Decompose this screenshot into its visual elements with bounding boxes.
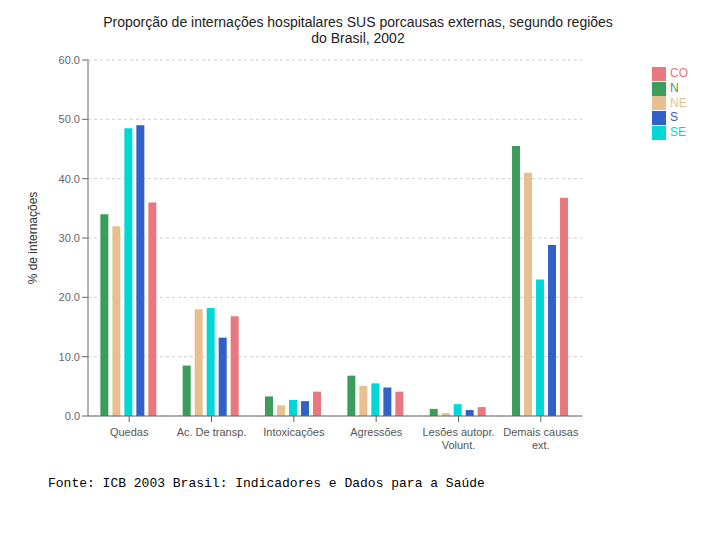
html-text:SE: SE — [670, 125, 686, 140]
svg-text:Quedas: Quedas — [110, 426, 149, 438]
html-text:Fonte: ICB 2003 Brasil: Indica: Fonte: ICB 2003 Brasil: Indicadores e Da… — [48, 476, 485, 491]
svg-text:0.0: 0.0 — [65, 410, 80, 422]
svg-text:Demais causasext.: Demais causasext. — [503, 426, 579, 451]
svg-text:Lesões autopr.Volunt.: Lesões autopr.Volunt. — [422, 426, 494, 451]
html-text:N: N — [670, 80, 679, 95]
html-text:Proporção de internações hospi: Proporção de internações hospitalares SU… — [103, 14, 613, 46]
svg-text:20.0: 20.0 — [59, 291, 80, 303]
svg-text:Intoxicações: Intoxicações — [263, 426, 325, 438]
svg-text:50.0: 50.0 — [59, 113, 80, 125]
svg-text:40.0: 40.0 — [59, 173, 80, 185]
svg-text:10.0: 10.0 — [59, 351, 80, 363]
svg-text:% de internações: % de internações — [26, 192, 40, 285]
svg-text:Agressões: Agressões — [350, 426, 402, 438]
html-text:CO: CO — [670, 66, 688, 80]
svg-text:60.0: 60.0 — [59, 54, 80, 66]
html-text:S: S — [670, 110, 678, 125]
html-text:NE: NE — [670, 95, 687, 110]
svg-text:Ac. De transp.: Ac. De transp. — [177, 426, 247, 438]
svg-text:30.0: 30.0 — [59, 232, 80, 244]
